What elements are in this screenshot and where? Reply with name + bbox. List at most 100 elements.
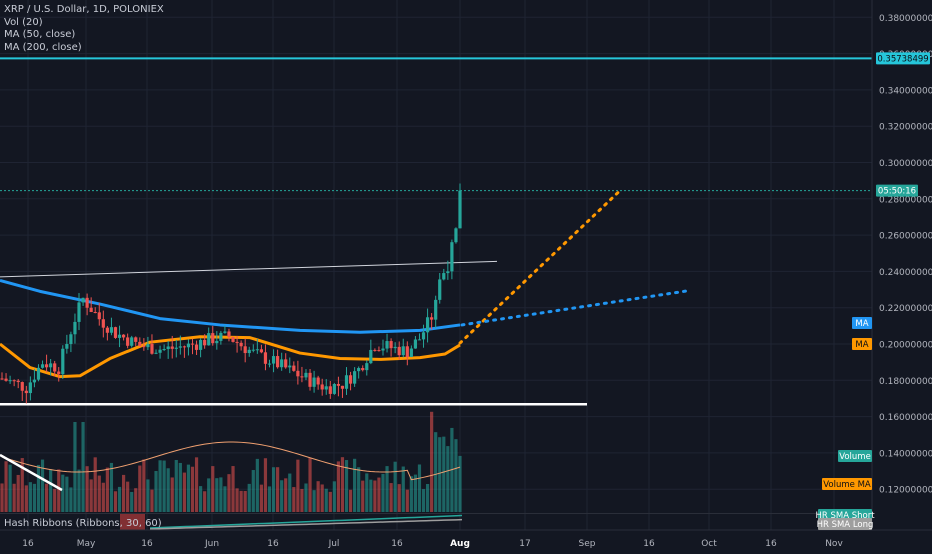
- candle-body: [417, 339, 422, 341]
- candle-body: [207, 333, 211, 346]
- volume-bar: [373, 480, 377, 512]
- volume-bar: [288, 473, 292, 512]
- volume-tag: Volume: [838, 450, 872, 462]
- volume-bar: [207, 478, 211, 512]
- candle-body: [235, 341, 239, 343]
- volume-bar: [223, 486, 227, 512]
- y-tick-label: 0.24000000: [879, 268, 932, 278]
- candle-body: [425, 317, 430, 333]
- candle-body: [413, 339, 418, 349]
- volume-bar: [377, 477, 381, 512]
- volume-bar: [178, 462, 182, 512]
- volume-bar: [49, 469, 53, 512]
- volume-bar: [276, 467, 280, 512]
- volume-bar: [369, 479, 373, 512]
- volume-bar: [109, 462, 114, 512]
- chart-legend: XRP / U.S. Dollar, 1D, POLONIEX Vol (20)…: [4, 4, 164, 54]
- candle-body: [227, 331, 231, 337]
- y-tick-label: 0.34000000: [879, 86, 932, 96]
- volume-bar: [389, 483, 393, 512]
- candle-body: [340, 385, 345, 389]
- candle-body: [300, 376, 304, 378]
- candle-body: [28, 382, 32, 394]
- candle-body: [393, 346, 397, 349]
- volume-bar: [357, 467, 361, 512]
- candle-body: [93, 311, 97, 313]
- x-tick-label: Aug: [450, 539, 470, 549]
- indicator-ma50[interactable]: MA (50, close): [4, 29, 76, 40]
- hash-capitulation: [120, 514, 145, 530]
- resistance-trendline: [0, 260, 498, 278]
- volume-tag-text: Volume: [839, 452, 871, 462]
- x-tick-label: Jul: [328, 539, 340, 549]
- x-tick-label: 16: [643, 539, 655, 549]
- volume-bar: [121, 474, 126, 512]
- candle-body: [16, 380, 20, 383]
- candle-body: [438, 279, 442, 300]
- volume-bar: [20, 458, 24, 512]
- candle-body: [271, 356, 276, 364]
- candle-body: [190, 343, 195, 345]
- candle-body: [57, 371, 61, 375]
- candle-body: [231, 336, 235, 342]
- candle-body: [409, 348, 413, 358]
- candle-body: [284, 359, 288, 368]
- candle-body: [170, 346, 174, 349]
- symbol-title[interactable]: XRP / U.S. Dollar, 1D, POLONIEX: [4, 4, 164, 15]
- candle-body: [288, 365, 292, 368]
- volume-bar: [138, 465, 142, 512]
- candle-body: [369, 349, 373, 364]
- volume-bar: [454, 439, 458, 512]
- volume-bar: [142, 459, 146, 512]
- candle-body: [446, 271, 450, 274]
- candle-body: [12, 380, 16, 382]
- volume-bar: [113, 491, 118, 512]
- volume-bar: [211, 466, 215, 512]
- candles: [0, 183, 462, 404]
- volume-bar: [16, 474, 20, 512]
- volume-bar: [259, 484, 263, 512]
- volume-ma-tag-text: Volume MA: [823, 480, 871, 490]
- y-tick-label: 0.30000000: [879, 159, 932, 169]
- hash-ribbons-pane: [0, 513, 872, 530]
- hash-ribbons-label[interactable]: Hash Ribbons (Ribbons, 30, 60): [4, 518, 162, 529]
- volume-bar: [174, 459, 178, 512]
- candle-body: [377, 350, 381, 352]
- volume-bar: [296, 459, 300, 512]
- x-axis: 16 May 16 Jun 16 Jul 16 Aug 17 Sep 16 Oct 16 Nov: [0, 529, 932, 549]
- ma50-projection: [458, 189, 622, 345]
- hr-sma-long-tag: HR SMA Long: [817, 518, 873, 530]
- candle-body: [247, 349, 251, 354]
- candle-body: [81, 297, 85, 303]
- candle-body: [178, 346, 182, 348]
- indicator-ma200[interactable]: MA (200, close): [4, 41, 82, 53]
- volume-bar: [57, 469, 61, 512]
- indicator-vol[interactable]: Vol (20): [4, 16, 43, 28]
- candle-body: [263, 352, 268, 364]
- candle-body: [389, 341, 393, 349]
- candle-body: [332, 384, 336, 394]
- candle-body: [194, 344, 199, 350]
- volume-bar: [320, 484, 324, 512]
- ma200-line: [0, 279, 461, 334]
- volume-bar: [194, 457, 199, 512]
- volume-tag-bg: [838, 450, 872, 462]
- volume-bar: [251, 470, 255, 512]
- countdown-tag: 05:50:16: [876, 184, 918, 197]
- x-tick-label: 16: [141, 539, 153, 549]
- candle-body: [320, 384, 324, 390]
- candle-body: [53, 363, 57, 372]
- volume-bar: [97, 475, 101, 512]
- x-tick-label: 16: [22, 539, 34, 549]
- candle-body: [117, 334, 122, 338]
- volume-bar: [227, 474, 231, 512]
- volume-bar: [219, 477, 223, 512]
- volume-bar: [36, 464, 41, 512]
- candle-body: [162, 349, 166, 351]
- volume-bar: [405, 489, 409, 512]
- candle-body: [138, 341, 142, 347]
- volume-bar: [442, 436, 446, 512]
- volume-bar: [271, 467, 276, 512]
